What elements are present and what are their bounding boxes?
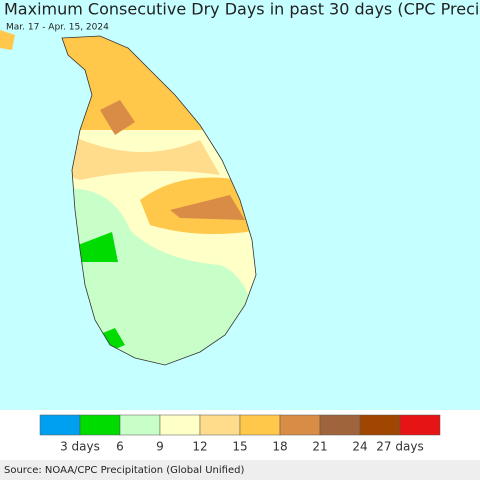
legend-label: 12: [192, 440, 207, 454]
legend-swatch: [79, 414, 121, 436]
legend-label: 9: [156, 440, 164, 454]
legend-label: 18: [272, 440, 287, 454]
zone-21: [100, 100, 135, 135]
legend-label: 6: [116, 440, 124, 454]
source: Source: NOAA/CPC Precipitation (Global U…: [4, 465, 244, 476]
zone-9: [62, 188, 256, 365]
zone-6: [78, 232, 118, 262]
title: Maximum Consecutive Dry Days in past 30 …: [4, 0, 480, 19]
legend-swatch: [39, 414, 81, 436]
legend-swatch: [399, 414, 441, 436]
coastline: [61, 35, 257, 366]
legend-swatch: [319, 414, 361, 436]
legend-label: 3 days: [60, 440, 100, 454]
legend-label: 27 days: [376, 440, 423, 454]
zone-15: [62, 125, 220, 180]
legend-label: 15: [232, 440, 247, 454]
legend-swatch: [239, 414, 281, 436]
legend-swatch: [359, 414, 401, 436]
zone-21-east: [170, 195, 245, 220]
legend: 3 days 6 9 12 15 18 21 24 27 days: [39, 414, 441, 454]
legend-swatch: [279, 414, 321, 436]
legend-swatch: [119, 414, 161, 436]
india-coast: [0, 30, 15, 50]
legend-label: 21: [312, 440, 327, 454]
legend-label: 24: [352, 440, 367, 454]
legend-swatch: [159, 414, 201, 436]
legend-swatch: [199, 414, 241, 436]
footer-band: [0, 460, 480, 480]
subtitle: Mar. 17 - Apr. 15, 2024: [6, 23, 109, 33]
